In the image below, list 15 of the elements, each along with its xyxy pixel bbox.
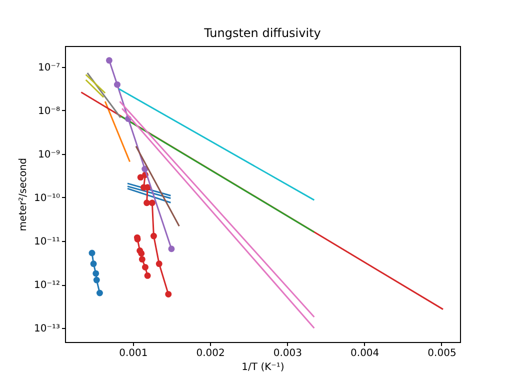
chart-title: Tungsten diffusivity <box>203 26 321 40</box>
y-tick-label: 10⁻⁷ <box>38 62 60 74</box>
x-tick-label: 0.005 <box>428 348 456 359</box>
y-tick-label: 10⁻¹¹ <box>34 236 60 248</box>
y-axis-title: meter²/second <box>18 158 29 232</box>
x-tick-label: 0.003 <box>273 348 302 359</box>
y-tick-label: 10⁻⁸ <box>38 106 60 117</box>
y-tick-label: 10⁻¹² <box>34 280 60 292</box>
x-tick-label: 0.004 <box>350 348 380 359</box>
y-tick-label: 10⁻⁹ <box>38 149 60 160</box>
y-tick-label: 10⁻¹³ <box>34 324 60 335</box>
y-tick-label: 10⁻¹⁰ <box>34 192 60 204</box>
x-axis-title: 1/T (K⁻¹) <box>242 362 284 373</box>
x-tick-label: 0.002 <box>196 348 225 359</box>
x-tick-label: 0.001 <box>119 348 148 359</box>
